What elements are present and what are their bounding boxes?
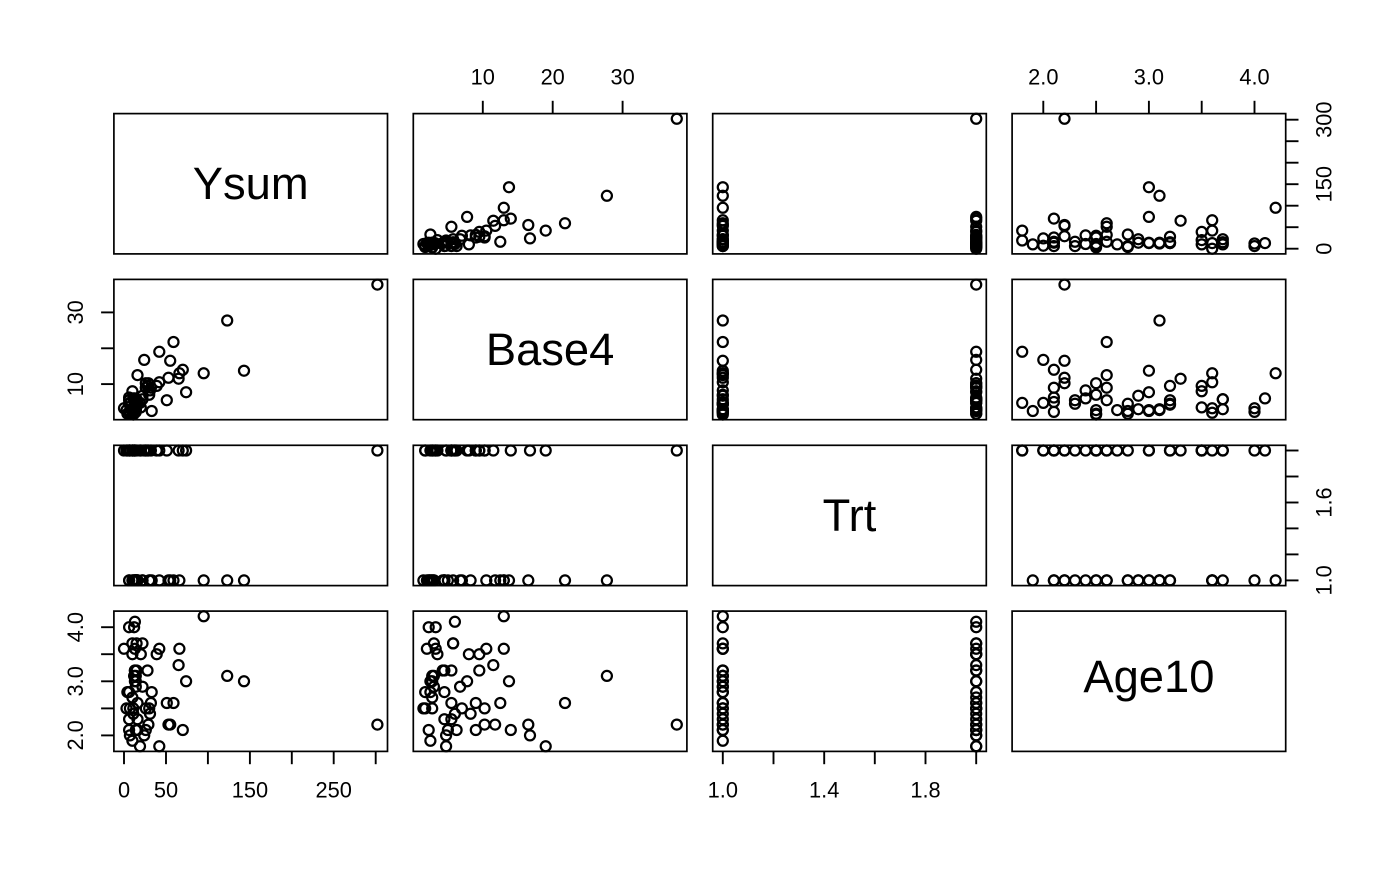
svg-text:250: 250 [316, 778, 352, 803]
svg-text:Base4: Base4 [486, 324, 614, 375]
svg-text:10: 10 [471, 64, 495, 89]
svg-text:Ysum: Ysum [193, 158, 309, 209]
svg-text:10: 10 [63, 372, 88, 396]
svg-text:0: 0 [1312, 243, 1337, 255]
svg-text:1.0: 1.0 [708, 778, 738, 803]
svg-text:300: 300 [1312, 102, 1337, 138]
svg-text:Trt: Trt [823, 490, 877, 541]
svg-text:50: 50 [154, 778, 178, 803]
svg-text:3.0: 3.0 [1134, 64, 1164, 89]
svg-text:150: 150 [232, 778, 268, 803]
svg-text:0: 0 [118, 778, 130, 803]
svg-text:150: 150 [1312, 166, 1337, 202]
svg-text:1.8: 1.8 [910, 778, 940, 803]
svg-text:3.0: 3.0 [63, 666, 88, 696]
svg-text:1.6: 1.6 [1312, 487, 1337, 517]
svg-text:30: 30 [610, 64, 634, 89]
svg-text:1.0: 1.0 [1312, 565, 1337, 595]
svg-text:30: 30 [63, 300, 88, 324]
svg-text:1.4: 1.4 [809, 778, 839, 803]
svg-text:2.0: 2.0 [1028, 64, 1058, 89]
svg-text:2.0: 2.0 [63, 720, 88, 750]
svg-text:Age10: Age10 [1083, 651, 1214, 702]
svg-text:20: 20 [541, 64, 565, 89]
svg-text:4.0: 4.0 [63, 612, 88, 642]
svg-text:4.0: 4.0 [1239, 64, 1269, 89]
